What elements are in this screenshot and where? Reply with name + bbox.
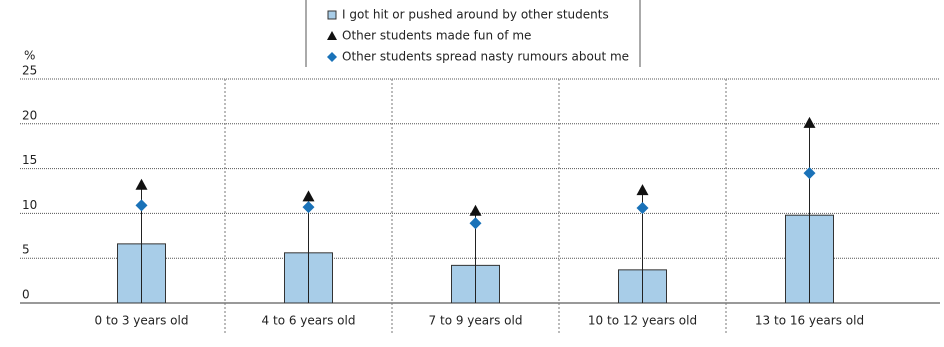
y-tick-label: 5 [22, 243, 30, 257]
triangle-marker [302, 190, 315, 202]
triangle-marker [803, 116, 816, 128]
diamond-marker [135, 199, 148, 212]
triangle-marker [636, 184, 649, 196]
x-tick-label: 4 to 6 years old [262, 314, 356, 328]
y-tick-label: 20 [22, 108, 37, 122]
legend-label: Other students made fun of me [342, 29, 531, 43]
triangle-marker [469, 204, 482, 216]
diamond-marker [302, 201, 315, 214]
legend-swatch [327, 31, 337, 40]
y-axis-label: % [24, 49, 35, 63]
diamond-marker [636, 202, 649, 215]
diamond-marker [469, 217, 482, 230]
legend-swatch [327, 10, 337, 20]
y-tick-label: 15 [22, 153, 37, 167]
diamond-marker [803, 167, 816, 180]
x-tick-label: 13 to 16 years old [755, 314, 864, 328]
x-tick-label: 7 to 9 years old [429, 314, 523, 328]
legend-label: Other students spread nasty rumours abou… [342, 50, 629, 64]
y-tick-label: 0 [22, 288, 30, 302]
x-tick-label: 0 to 3 years old [95, 314, 189, 328]
legend-swatch [327, 52, 337, 62]
y-tick-label: 25 [22, 64, 37, 78]
triangle-marker [135, 178, 148, 190]
y-tick-label: 10 [22, 198, 37, 212]
x-tick-label: 10 to 12 years old [588, 314, 697, 328]
legend-label: I got hit or pushed around by other stud… [342, 8, 609, 22]
